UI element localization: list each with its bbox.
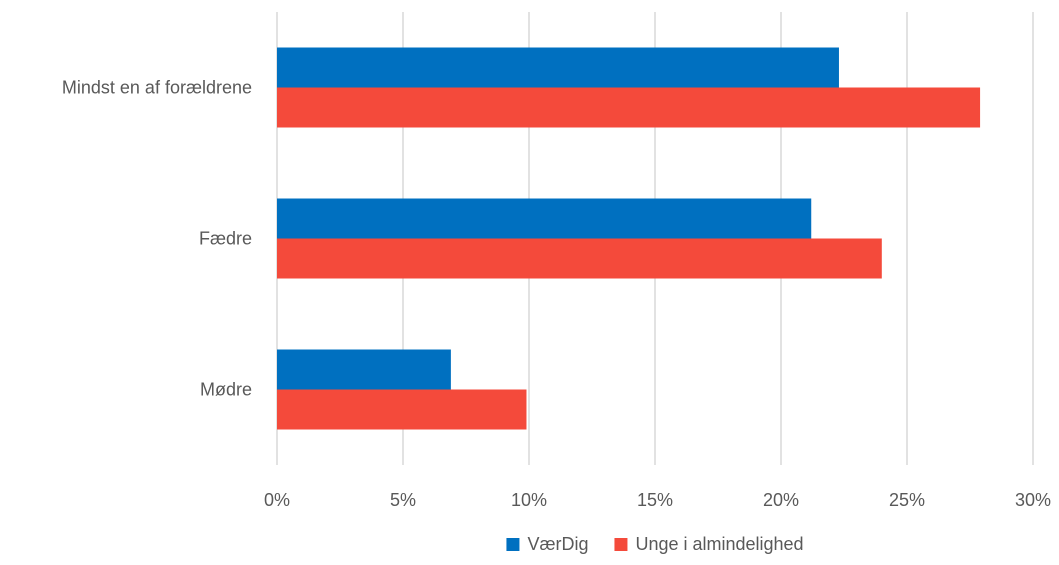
x-tick-label-1: 5% bbox=[390, 490, 416, 510]
bars bbox=[277, 47, 981, 430]
legend-label-0: VærDig bbox=[527, 534, 588, 554]
legend-item-0: VærDig bbox=[506, 534, 588, 554]
category-labels: Mindst en af forældrene Fædre Mødre bbox=[62, 78, 252, 400]
legend: VærDig Unge i almindelighed bbox=[506, 534, 804, 554]
x-tick-label-2: 10% bbox=[511, 490, 547, 510]
category-label-0: Mindst en af forældrene bbox=[62, 78, 252, 98]
bar-1-0 bbox=[277, 87, 981, 128]
x-tick-label-0: 0% bbox=[264, 490, 290, 510]
legend-swatch-1 bbox=[614, 538, 628, 551]
bar-1-2 bbox=[277, 389, 527, 430]
bar-1-1 bbox=[277, 238, 882, 279]
category-label-1: Fædre bbox=[199, 229, 252, 249]
x-tick-label-5: 25% bbox=[889, 490, 925, 510]
bar-0-2 bbox=[277, 349, 451, 390]
x-axis-tick-labels: 0% 5% 10% 15% 20% 25% 30% bbox=[264, 490, 1051, 510]
bar-0-0 bbox=[277, 47, 839, 88]
x-tick-label-3: 15% bbox=[637, 490, 673, 510]
x-tick-label-6: 30% bbox=[1015, 490, 1051, 510]
legend-swatch-0 bbox=[506, 538, 520, 551]
legend-item-1: Unge i almindelighed bbox=[614, 534, 804, 554]
category-label-2: Mødre bbox=[200, 380, 252, 400]
x-tick-label-4: 20% bbox=[763, 490, 799, 510]
bar-0-1 bbox=[277, 198, 812, 239]
legend-label-1: Unge i almindelighed bbox=[635, 534, 803, 554]
